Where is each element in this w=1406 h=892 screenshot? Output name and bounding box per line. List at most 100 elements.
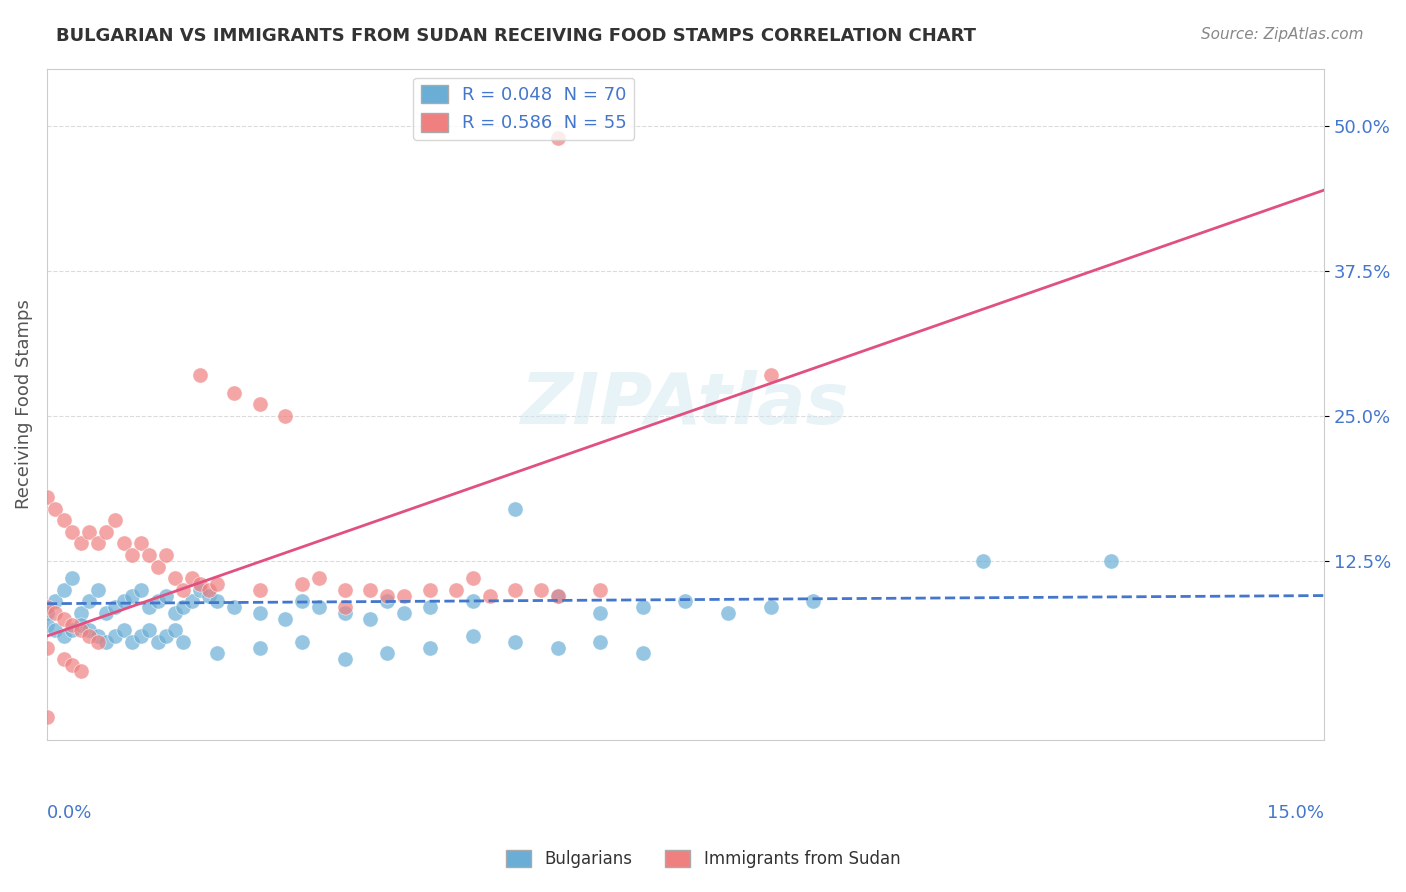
Point [146,594,169,608]
Point [87,582,110,597]
Point [163,571,186,585]
Point [62,617,84,632]
Point [377,594,399,608]
Point [121,548,143,562]
Point [44,606,66,620]
Point [104,513,127,527]
Point [589,606,612,620]
Point [96,606,118,620]
Point [172,582,194,597]
Point [461,571,484,585]
Point [291,594,314,608]
Point [333,600,356,615]
Point [377,647,399,661]
Point [104,629,127,643]
Point [419,640,441,655]
Point [180,594,202,608]
Text: BULGARIAN VS IMMIGRANTS FROM SUDAN RECEIVING FOOD STAMPS CORRELATION CHART: BULGARIAN VS IMMIGRANTS FROM SUDAN RECEI… [56,27,976,45]
Point [44,594,66,608]
Point [87,635,110,649]
Point [79,629,101,643]
Point [503,635,526,649]
Point [62,624,84,638]
Point [163,606,186,620]
Point [70,617,93,632]
Point [717,606,740,620]
Point [419,600,441,615]
Point [461,629,484,643]
Point [79,624,101,638]
Y-axis label: Receiving Food Stamps: Receiving Food Stamps [15,300,32,509]
Text: ZIPAtlas: ZIPAtlas [522,370,849,439]
Point [197,582,219,597]
Point [308,571,330,585]
Point [79,594,101,608]
Point [249,606,271,620]
Text: Source: ZipAtlas.com: Source: ZipAtlas.com [1201,27,1364,42]
Point [419,582,441,597]
Point [70,664,93,678]
Point [1099,554,1122,568]
Point [70,624,93,638]
Text: 0.0%: 0.0% [46,804,93,822]
Point [62,524,84,539]
Legend: R = 0.048  N = 70, R = 0.586  N = 55: R = 0.048 N = 70, R = 0.586 N = 55 [413,78,634,140]
Point [394,589,416,603]
Point [188,368,211,383]
Point [104,600,127,615]
Point [547,589,569,603]
Point [121,635,143,649]
Point [394,606,416,620]
Point [205,577,228,591]
Point [444,582,467,597]
Point [188,582,211,597]
Point [44,624,66,638]
Point [52,582,75,597]
Point [52,612,75,626]
Point [44,501,66,516]
Point [52,629,75,643]
Point [52,652,75,666]
Point [589,582,612,597]
Point [129,536,152,550]
Point [138,600,160,615]
Point [461,594,484,608]
Point [96,635,118,649]
Point [35,606,58,620]
Point [146,559,169,574]
Point [121,589,143,603]
Point [547,589,569,603]
Point [35,600,58,615]
Point [87,629,110,643]
Point [35,490,58,504]
Point [547,640,569,655]
Legend: Bulgarians, Immigrants from Sudan: Bulgarians, Immigrants from Sudan [499,843,907,875]
Point [631,647,654,661]
Point [359,612,381,626]
Point [478,589,501,603]
Point [359,582,381,597]
Point [530,582,553,597]
Point [52,513,75,527]
Text: 15.0%: 15.0% [1267,804,1324,822]
Point [274,612,297,626]
Point [155,589,177,603]
Point [62,571,84,585]
Point [129,582,152,597]
Point [172,600,194,615]
Point [138,548,160,562]
Point [35,710,58,724]
Point [249,582,271,597]
Point [112,536,135,550]
Point [308,600,330,615]
Point [62,658,84,673]
Point [377,589,399,603]
Point [224,600,246,615]
Point [759,600,782,615]
Point [249,397,271,411]
Point [333,652,356,666]
Point [188,577,211,591]
Point [70,536,93,550]
Point [163,624,186,638]
Point [274,409,297,423]
